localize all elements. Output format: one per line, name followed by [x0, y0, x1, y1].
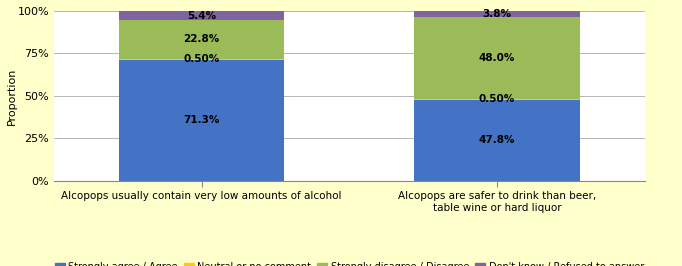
Bar — [415, 17, 580, 99]
Text: 22.8%: 22.8% — [183, 35, 220, 44]
Bar — [415, 100, 580, 181]
Text: 0.50%: 0.50% — [479, 94, 515, 104]
Text: 0.50%: 0.50% — [183, 54, 220, 64]
Text: 48.0%: 48.0% — [479, 53, 516, 63]
Text: 5.4%: 5.4% — [187, 11, 216, 20]
Bar — [119, 59, 284, 60]
Text: 47.8%: 47.8% — [479, 135, 516, 145]
Bar — [119, 20, 284, 59]
Legend: Strongly agree / Agree, Neutral or no comment, Strongly disagree / Disagree, Don: Strongly agree / Agree, Neutral or no co… — [55, 262, 644, 266]
Bar — [415, 11, 580, 17]
Y-axis label: Proportion: Proportion — [7, 67, 17, 124]
Bar — [415, 99, 580, 100]
Text: 3.8%: 3.8% — [483, 9, 512, 19]
Text: 71.3%: 71.3% — [183, 115, 220, 125]
Bar — [119, 11, 284, 20]
Bar — [119, 60, 284, 181]
